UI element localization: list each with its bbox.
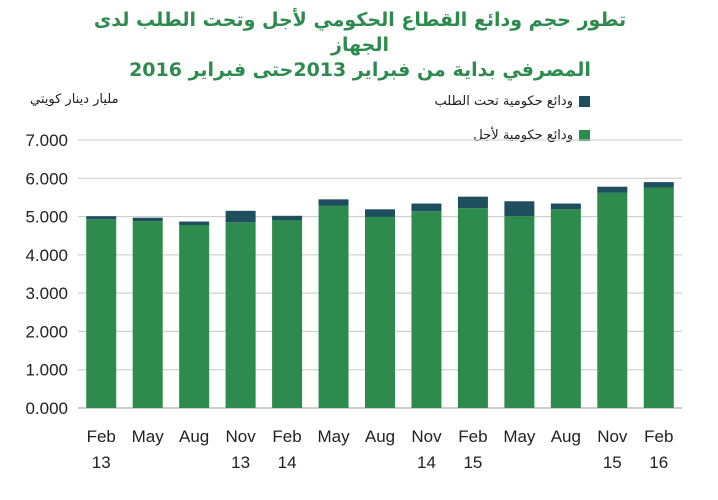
x-tick-label-year: 14 [417,453,436,472]
bar-term [550,209,581,408]
bar-demand [365,209,395,217]
bar-term [132,221,163,408]
y-tick-label: 7.000 [25,131,68,150]
y-tick-label: 4.000 [25,246,68,265]
x-tick-label: Feb [272,427,301,446]
chart-title: تطور حجم ودائع القطاع الحكومي لأجل وتحت … [80,8,640,83]
bar-term [457,208,488,408]
x-tick-label: Feb [458,427,487,446]
bar-term [272,220,303,408]
bar-term [411,211,442,408]
legend-swatch-demand [579,96,590,107]
bar-term [86,219,117,408]
x-tick-label-year: 15 [463,453,482,472]
y-tick-label: 6.000 [25,169,68,188]
chart-title-line-1: تطور حجم ودائع القطاع الحكومي لأجل وتحت … [93,9,627,56]
bar-term [643,187,674,408]
x-tick-label-year: 15 [603,453,622,472]
legend: ودائع حكومية تحت الطلب ودائع حكومية لأجل [340,94,590,162]
x-tick-label: Nov [597,427,628,446]
bar-term [225,222,256,408]
bar-term [179,224,210,408]
chart-title-line-2: المصرفي بداية من فبراير 2013حتى فبراير 2… [129,59,591,81]
legend-label-term: ودائع حكومية لأجل [473,128,573,143]
bar-demand [597,186,628,193]
bar-term [597,192,628,408]
y-tick-label: 5.000 [25,208,68,227]
legend-item-demand: ودائع حكومية تحت الطلب [340,94,590,109]
bar-demand [132,217,163,222]
y-tick-label: 2.000 [25,322,68,341]
bar-demand [86,216,117,220]
legend-label-demand: ودائع حكومية تحت الطلب [434,94,573,109]
x-tick-label-year: 13 [92,453,111,472]
x-tick-label: Nov [225,427,256,446]
bar-demand [643,182,674,188]
bar-demand [272,215,303,221]
bar-demand [411,203,442,212]
bar-term [365,216,395,408]
bar-term [318,205,349,408]
x-tick-label: Nov [411,427,442,446]
y-axis-unit-label: مليار دينار كويتي [30,92,119,107]
x-tick-label-year: 13 [231,453,250,472]
y-tick-label: 1.000 [25,361,68,380]
bar-demand [457,196,488,209]
x-tick-label: Feb [87,427,116,446]
x-tick-label: May [503,427,536,446]
x-tick-label: May [317,427,350,446]
bar-demand [550,203,581,210]
x-tick-label: Aug [179,427,209,446]
x-tick-label: Aug [551,427,581,446]
bar-demand [318,199,349,206]
y-tick-label: 0.000 [25,399,68,418]
x-tick-label: Feb [644,427,673,446]
bar-demand [179,221,210,225]
bar-term [504,216,535,408]
bar-demand [504,201,535,217]
x-tick-label: May [132,427,165,446]
legend-item-term: ودائع حكومية لأجل [340,128,590,143]
bar-demand [225,210,256,223]
y-tick-label: 3.000 [25,284,68,303]
legend-swatch-term [579,130,590,141]
x-tick-label: Aug [365,427,395,446]
x-tick-label-year: 14 [278,453,297,472]
x-tick-label-year: 16 [649,453,668,472]
